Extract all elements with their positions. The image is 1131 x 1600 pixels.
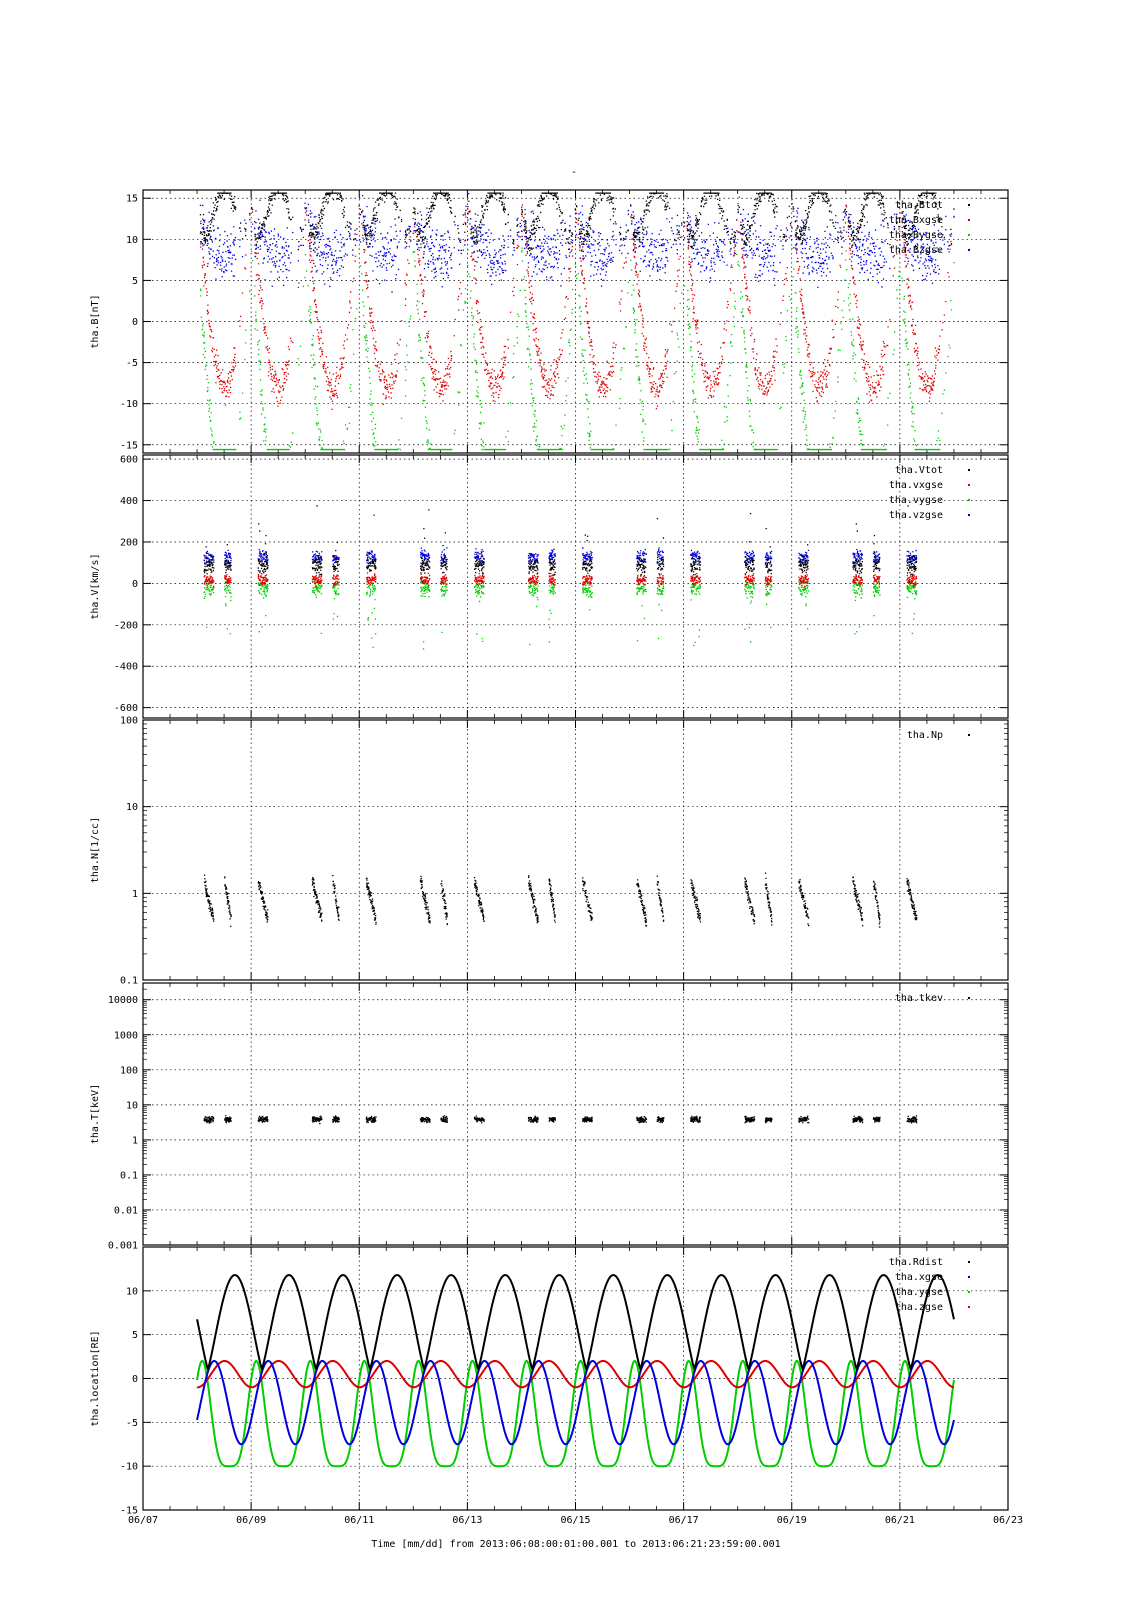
panel-location: 10 5 0 -5 -10 -15 tha.location[RE] tha.Rdist tha… [90,1246,1009,1517]
panel-location-legend-label: tha.zgse [895,1302,943,1313]
panel-N-legend-label: tha.Np [907,730,943,741]
panel-V-tha.vygse-points [203,576,918,650]
panel-V-tha.vxgse-points [203,571,918,588]
panel-N: 100 10 1 0.1 tha.N[1/cc] tha.Np [90,716,1009,987]
panel-B-legend-swatch [968,234,970,236]
panel-location-legend-label: tha.xgse [895,1272,943,1283]
panel-B-legend-label: tha.Btot [895,200,943,211]
panel-location-legend-swatch [968,1261,970,1263]
panel-T-tha.tkev-points [203,1115,918,1125]
panel-V-ytick-label: 200 [120,537,138,548]
panel-V-tha.Vtot-points [203,505,918,578]
figure-title-mark: - [571,167,577,178]
panel-N-ytick-label: 100 [120,716,138,727]
panel-location-legend-swatch [968,1276,970,1278]
panel-V-legend-swatch [968,484,970,486]
panel-T-ytick-label: 10000 [108,995,138,1006]
panel-B-legend-label: tha.Bzgse [889,245,943,256]
panel-N-ytick-label: 10 [126,802,138,813]
panel-V-legend-swatch [968,499,970,501]
xtick-label: 06/17 [669,1515,699,1526]
panel-T-ytick-label: 10 [126,1100,138,1111]
panel-T-ytick-label: 100 [120,1065,138,1076]
panel-location-tha.Rdist-line [196,1274,955,1372]
panel-B: 15 10 5 0 -5 -10 -15 tha.B[nT] tha.Btot tha.Bxgse… [90,189,1009,454]
xtick-label: 06/21 [885,1515,915,1526]
panel-V-ytick-label: 0 [132,579,138,590]
panel-B-ytick-label: 0 [132,317,138,328]
panel-V-ytick-label: 600 [120,455,138,466]
panel-B-tha.Btot-points [199,192,955,252]
panel-N-ylabel: tha.N[1/cc] [90,817,101,883]
xtick-label: 06/09 [236,1515,266,1526]
panel-B-ytick-label: 5 [132,276,138,287]
panel-B-ytick-label: -5 [126,358,138,369]
panel-V-ylabel: tha.V[km/s] [90,553,101,619]
panel-location-legend-label: tha.ygse [895,1287,943,1298]
panel-location-tha.ygse-line [196,1360,955,1468]
panel-V-ytick-label: -400 [114,662,138,673]
panel-N-ytick-label: 0.1 [120,976,138,987]
panel-location-ytick-label: -10 [120,1462,138,1473]
panel-B-legend-swatch [968,249,970,251]
panel-B-legend-label: tha.Bxgse [889,215,943,226]
panel-location-legend-swatch [968,1306,970,1308]
panel-T-ytick-label: 1 [132,1135,138,1146]
panel-location-tha.xgse-line [196,1360,955,1446]
panel-V-legend-swatch [968,514,970,516]
panel-location-ytick-label: 5 [132,1330,138,1341]
panel-location-tha.zgse-line [196,1360,954,1389]
panel-B-ytick-label: 10 [126,235,138,246]
panel-B-ylabel: tha.B[nT] [90,294,101,348]
time-axis-label: Time [mm/dd] from 2013:06:08:00:01:00.00… [371,1539,780,1550]
panel-location-ytick-label: -15 [120,1506,138,1517]
panel-B-ytick-label: -15 [120,440,138,451]
panel-V: 600 400 200 0 -200 -400 -600 tha.V[km/s] tha.Vto… [90,454,1009,719]
panel-B-ytick-label: 15 [126,194,138,205]
panel-V-legend-swatch [968,469,970,471]
panel-location-legend-swatch [968,1291,970,1293]
panel-T-legend-swatch [968,997,970,999]
panel-B-legend-swatch [968,219,970,221]
xtick-label: 06/11 [344,1515,374,1526]
xtick-label: 06/07 [128,1515,158,1526]
panel-T: 10000 1000 100 10 1 0.1 0.01 0.001 tha.T[keV] tha… [90,982,1009,1252]
panel-T-ytick-label: 0.001 [108,1241,138,1252]
panel-V-legend-label: tha.Vtot [895,465,943,476]
panel-location-ytick-label: 10 [126,1286,138,1297]
panel-T-ylabel: tha.T[keV] [90,1084,101,1144]
panel-N-ytick-label: 1 [132,889,138,900]
panel-V-legend-label: tha.vygse [889,495,943,506]
panel-location-ytick-label: 0 [132,1374,138,1385]
panel-V-ytick-label: -200 [114,620,138,631]
xtick-label: 06/13 [452,1515,482,1526]
panels: 151050-5-10-15tha.B[nT]tha.Btottha.Bxgse… [90,189,1023,1526]
panel-T-legend-label: tha.tkev [895,993,943,1004]
panel-T-ytick-label: 0.1 [120,1170,138,1181]
panel-N-tha.Np-points [203,872,918,928]
panel-T-ytick-label: 1000 [114,1030,138,1041]
panel-V-legend-label: tha.vzgse [889,510,943,521]
panel-V-tha.vzgse-points [203,547,918,567]
xtick-label: 06/15 [560,1515,590,1526]
panel-B-legend-label: tha.Bygse [889,230,943,241]
panel-V-ytick-label: -600 [114,703,138,714]
panel-location-ylabel: tha.location[RE] [90,1330,101,1426]
panel-T-ytick-label: 0.01 [114,1205,138,1216]
panel-V-ytick-label: 400 [120,496,138,507]
xtick-label: 06/23 [993,1515,1023,1526]
panel-B-legend-swatch [968,204,970,206]
panel-location-ytick-label: -5 [126,1418,138,1429]
xtick-label: 06/19 [777,1515,807,1526]
panel-B-ytick-label: -10 [120,399,138,410]
panel-V-legend-label: tha.vxgse [889,480,943,491]
panel-N-legend-swatch [968,734,970,736]
panel-location-legend-label: tha.Rdist [889,1257,943,1268]
